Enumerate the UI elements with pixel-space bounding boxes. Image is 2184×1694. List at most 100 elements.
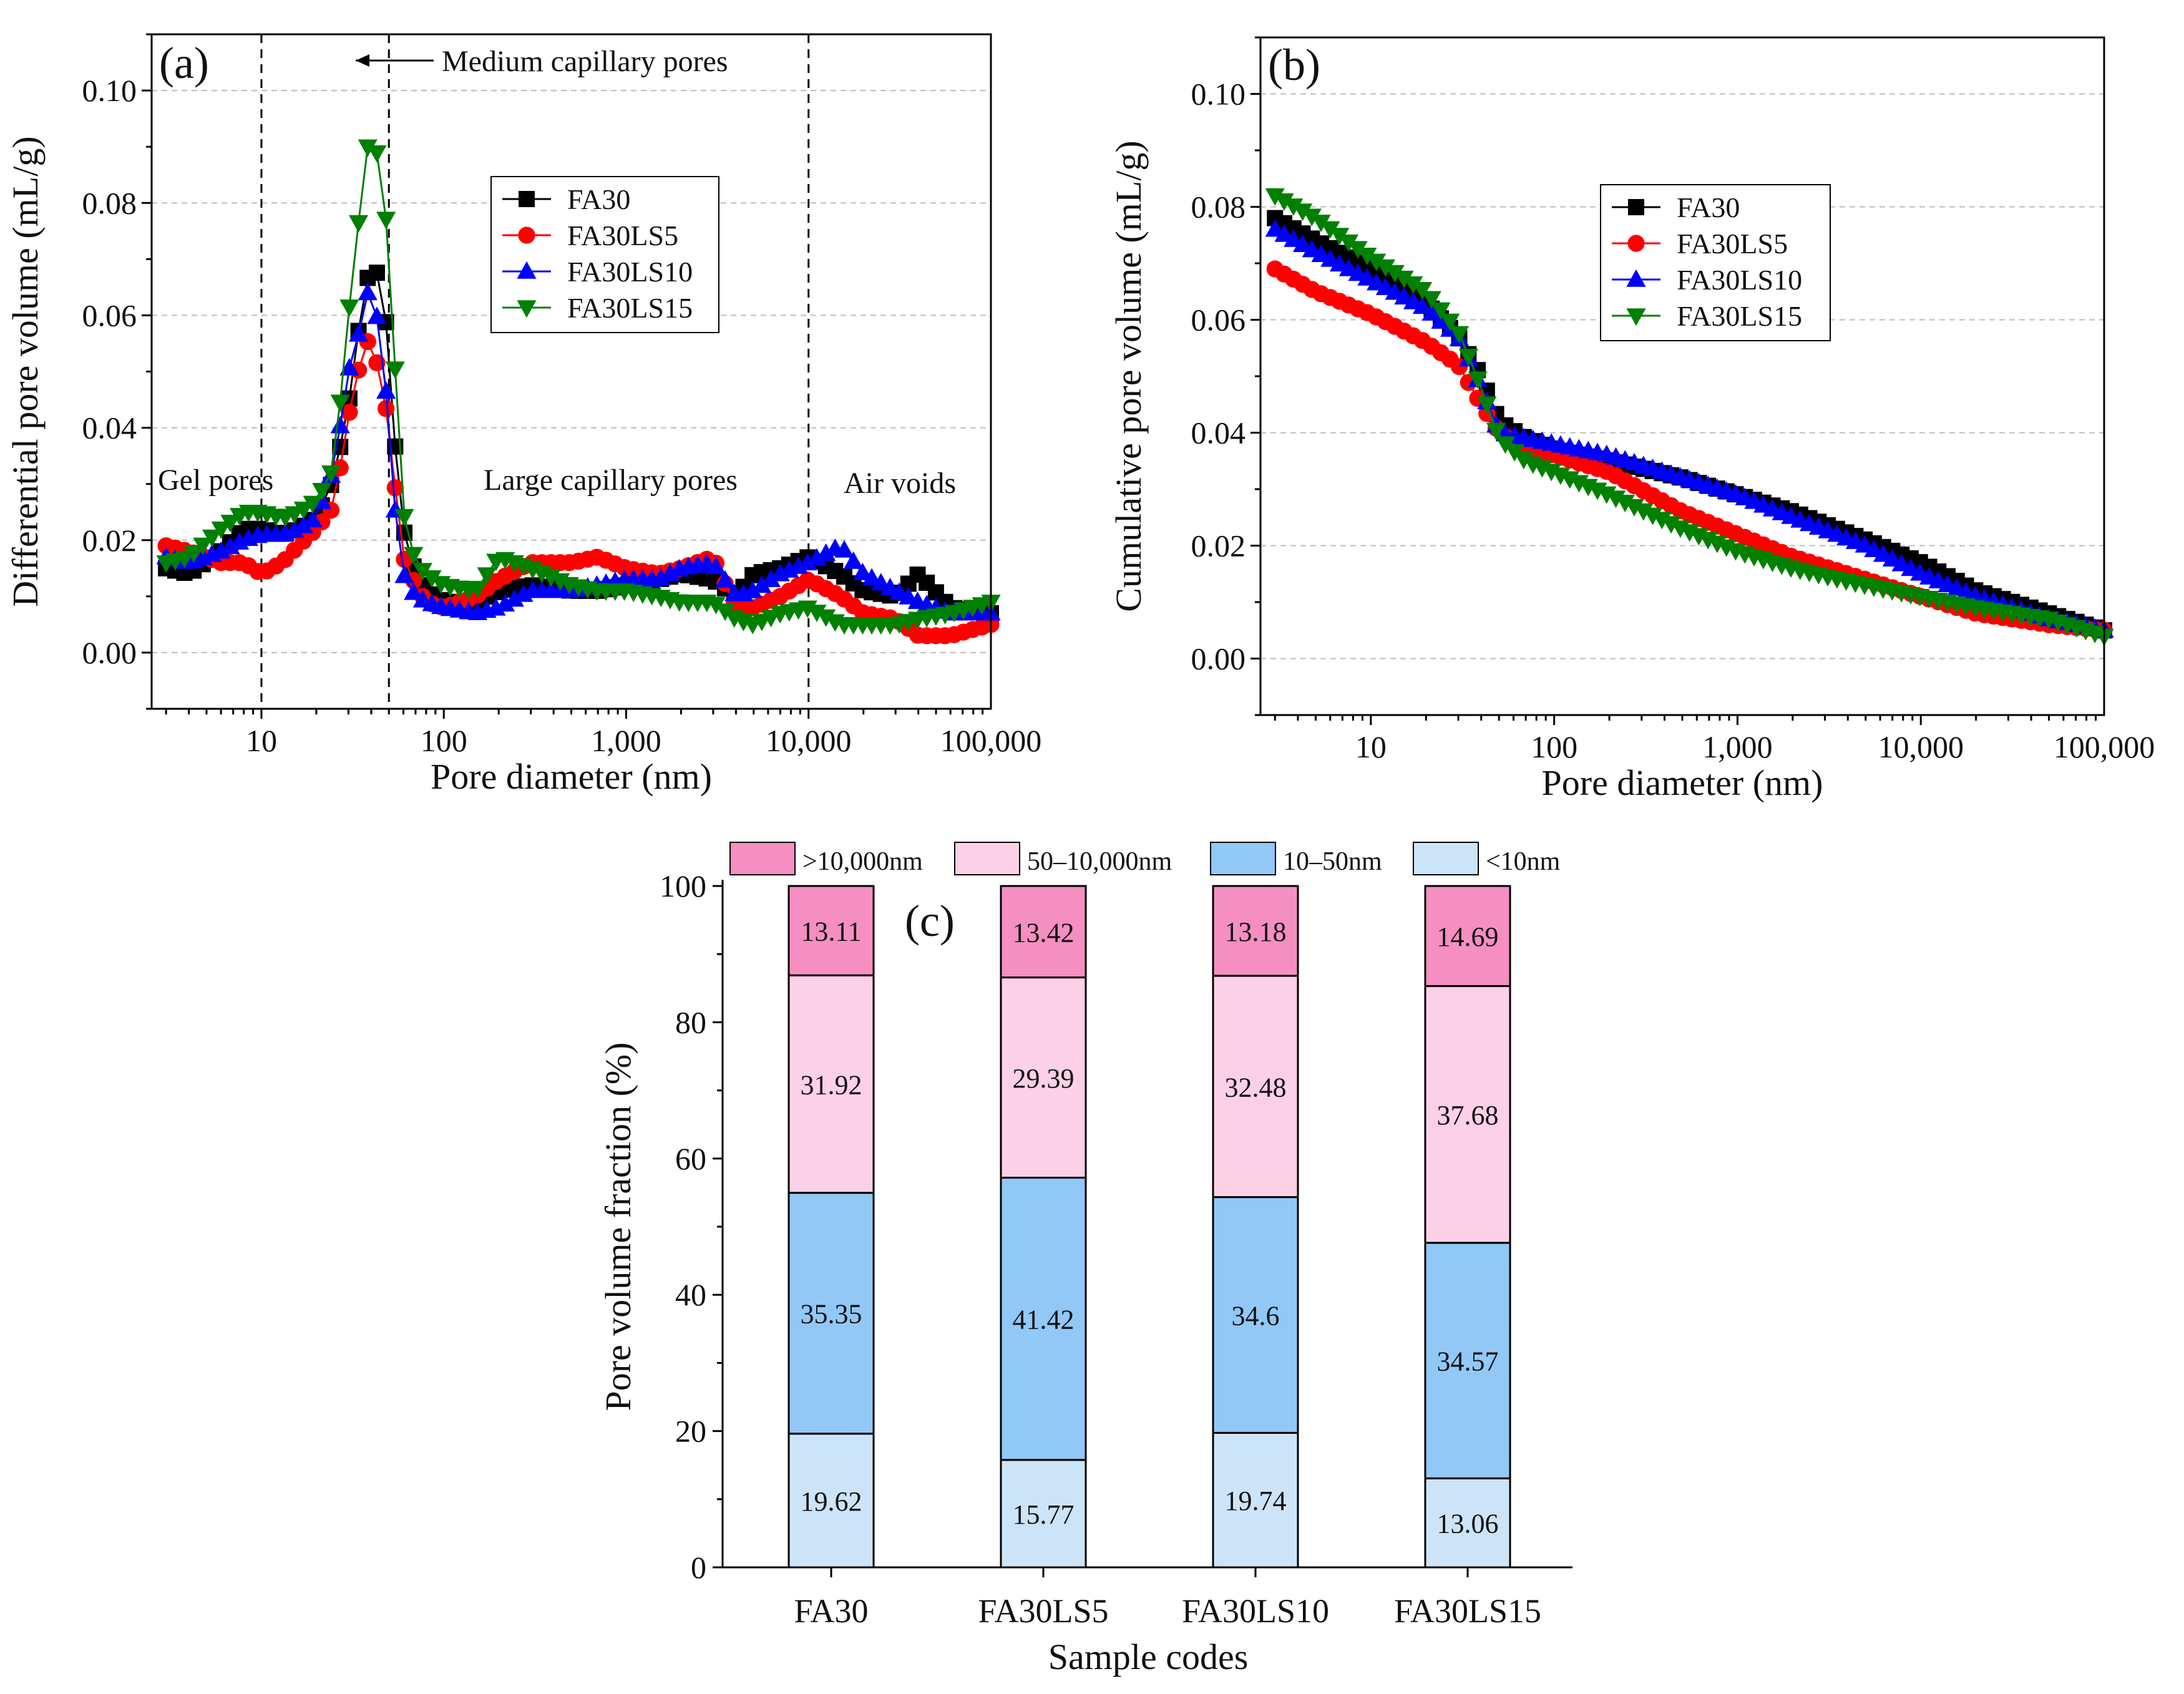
bar-segment (1000, 976, 1087, 1179)
data-point (1458, 348, 1478, 366)
data-label: 31.92 (801, 1069, 862, 1100)
data-point (1292, 203, 1313, 221)
x-tick-label: 100 (1531, 729, 1577, 764)
data-point (1265, 188, 1285, 206)
data-label: 35.35 (801, 1299, 862, 1330)
data-point (1330, 228, 1350, 246)
data-point (816, 609, 836, 627)
y-tick-label: 80 (675, 1005, 706, 1039)
data-point (348, 324, 369, 342)
data-label: 19.74 (1225, 1486, 1287, 1516)
y-tick-label: 0.06 (82, 298, 137, 333)
data-point (651, 568, 671, 586)
x-axis-title: Sample codes (1048, 1637, 1249, 1677)
data-point (1449, 326, 1470, 344)
panel-label: (a) (159, 38, 209, 88)
legend-label: FA30LS10 (1677, 264, 1802, 296)
data-point (1357, 247, 1377, 265)
data-point (220, 537, 240, 555)
data-point (467, 580, 488, 598)
data-point (706, 596, 726, 615)
data-point (844, 551, 864, 569)
data-point (394, 509, 414, 527)
legend-marker (517, 261, 537, 279)
y-tick-label: 0.04 (1191, 416, 1246, 450)
data-point (385, 361, 405, 379)
x-tick-label: 100,000 (940, 723, 1042, 758)
legend-label: 10–50nm (1283, 847, 1382, 876)
data-point (1431, 311, 1451, 329)
legend-label: FA30 (1677, 192, 1740, 223)
bar-segment (1212, 1196, 1299, 1434)
legend-label: FA30LS5 (567, 220, 678, 251)
data-point (1394, 270, 1414, 288)
bar-segment (1424, 1477, 1511, 1569)
legend-label: FA30LS5 (1677, 228, 1788, 260)
y-axis-title: Differential pore volume (mL/g) (5, 136, 46, 606)
data-point (1468, 371, 1488, 389)
data-label: 37.68 (1437, 1100, 1499, 1131)
bar-segment (787, 974, 875, 1194)
legend-label: FA30LS15 (567, 292, 693, 324)
data-point (303, 510, 323, 528)
bar-segment (787, 1433, 875, 1569)
bar-segment (1212, 885, 1299, 977)
x-tick-label: FA30 (794, 1592, 868, 1630)
data-point (193, 537, 213, 555)
data-point (1367, 253, 1387, 271)
data-point (852, 562, 872, 580)
data-point (412, 563, 432, 581)
data-label: 19.62 (801, 1486, 862, 1517)
data-point (743, 581, 763, 599)
annotation-large-capillary: Large capillary pores (484, 464, 738, 497)
legend-marker (517, 300, 537, 318)
data-point (1302, 208, 1322, 226)
x-axis-title: Pore diameter (nm) (1542, 762, 1823, 803)
y-tick-label: 60 (675, 1141, 706, 1176)
y-tick-label: 0.02 (82, 523, 137, 558)
series-FA30LS15 (1265, 188, 2114, 646)
data-point (1514, 452, 1534, 470)
bar-stack-FA30LS5: 15.77 41.42 29.39 13.42 (1000, 885, 1087, 1569)
data-label: 15.77 (1013, 1499, 1075, 1530)
data-point (504, 589, 524, 607)
y-tick-label: 20 (675, 1414, 706, 1449)
legend-marker (1626, 308, 1646, 326)
annotation-air-voids: Air voids (844, 467, 956, 500)
data-point (377, 400, 395, 417)
data-point (404, 547, 424, 565)
data-point (368, 265, 385, 281)
legend-label: >10,000nm (802, 847, 923, 876)
data-label: 14.69 (1437, 922, 1499, 952)
data-point (477, 567, 497, 585)
chart-c: 19.6235.3531.9213.11FA3015.7741.4229.391… (598, 842, 1572, 1677)
x-tick-label: FA30LS10 (1182, 1592, 1329, 1630)
data-point (202, 529, 222, 547)
data-point (348, 215, 369, 233)
data-point (752, 575, 772, 593)
data-point (834, 540, 854, 558)
bar-stack-FA30LS10: 19.74 34.6 32.48 13.18 (1212, 885, 1299, 1569)
legend-swatch (1413, 842, 1479, 875)
data-label: 13.18 (1225, 917, 1287, 947)
legend-marker (1628, 199, 1644, 215)
y-tick-label: 0 (691, 1550, 706, 1585)
x-tick-label: FA30LS5 (978, 1592, 1108, 1630)
y-axis-title: Pore volume fraction (%) (598, 1042, 638, 1411)
data-point (715, 603, 735, 621)
data-point (1504, 444, 1524, 462)
x-axis-title: Pore diameter (nm) (431, 756, 712, 797)
arrow-head (356, 54, 369, 67)
bar-segment (1000, 885, 1087, 979)
data-point (1477, 396, 1497, 414)
bar-segment (787, 885, 875, 976)
data-point (1403, 276, 1423, 294)
y-tick-label: 0.00 (82, 635, 137, 670)
data-point (1421, 291, 1441, 309)
series-FA30LS15 (156, 139, 1001, 635)
y-tick-label: 0.02 (1191, 528, 1246, 563)
bar-segment (1212, 975, 1299, 1199)
data-point (1412, 296, 1433, 314)
data-point (1431, 302, 1451, 320)
